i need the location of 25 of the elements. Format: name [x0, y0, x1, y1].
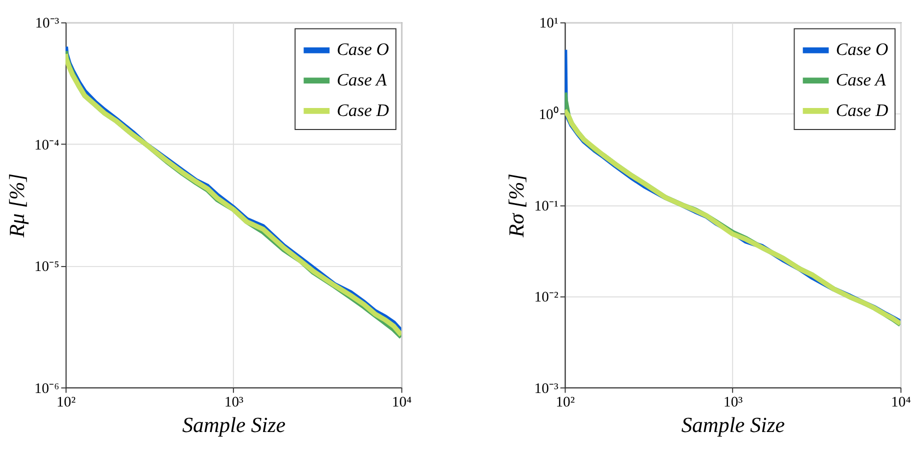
y-tick-label: 10⁻⁵: [34, 259, 60, 276]
x-tick-label: 10⁴: [392, 394, 412, 411]
y-tick-label: 10⁻⁶: [34, 380, 60, 397]
x-tick-label: 10²: [56, 394, 76, 411]
y-tick-label: 10⁻³: [534, 380, 559, 397]
y-tick-label: 10⁻⁴: [34, 137, 60, 154]
x-axis-title: Sample Size: [182, 412, 286, 437]
legend-label: Case O: [336, 39, 390, 60]
legend-label: Case D: [836, 100, 888, 120]
legend-label: Case O: [836, 39, 888, 60]
y-tick-label: 10⁻³: [35, 16, 60, 32]
legend-label: Case A: [336, 69, 387, 90]
legend-label: Case D: [336, 100, 390, 120]
y-tick-label: 10¹: [539, 16, 558, 32]
y-tick-label: 10⁰: [538, 106, 558, 124]
y-tick-label: 10⁻²: [534, 290, 559, 306]
y-tick-label: 10⁻¹: [534, 198, 558, 214]
x-axis-title: Sample Size: [681, 412, 786, 437]
x-tick-label: 10²: [556, 394, 576, 411]
y-axis-title: Rσ [%]: [504, 173, 529, 238]
y-axis-title: Rμ [%]: [4, 173, 29, 238]
x-tick-label: 10³: [224, 394, 244, 411]
legend-label: Case A: [836, 69, 886, 90]
x-tick-label: 10⁴: [891, 394, 911, 411]
x-tick-label: 10³: [724, 394, 744, 411]
